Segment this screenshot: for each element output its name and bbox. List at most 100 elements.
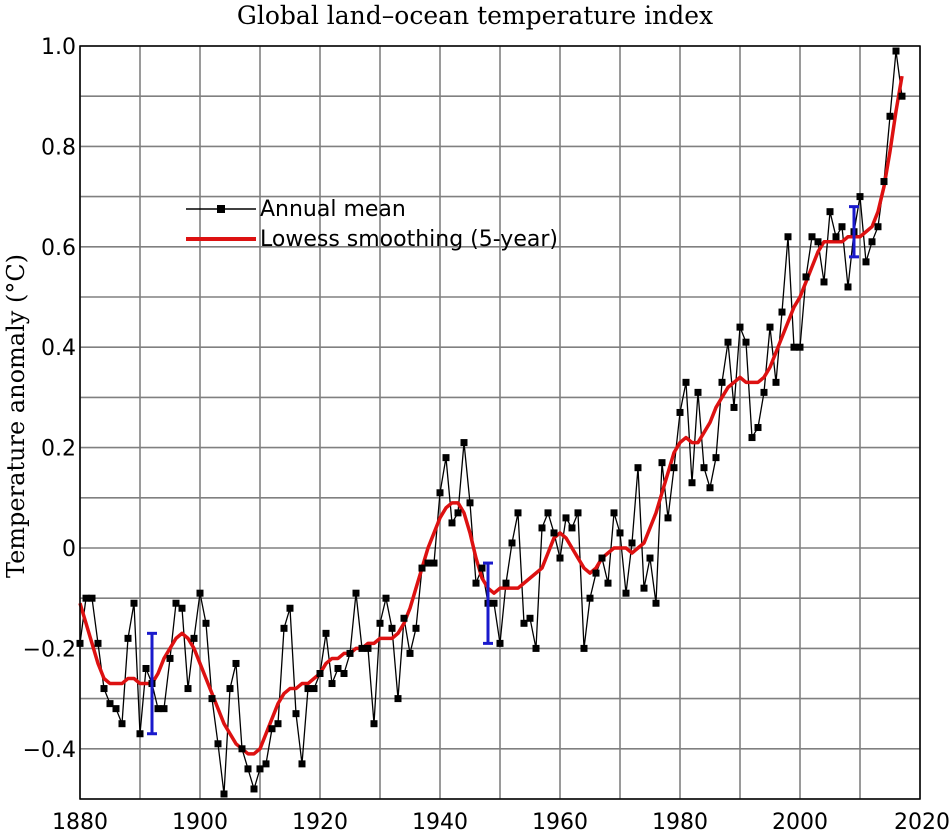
annual-mean-point: [292, 710, 300, 718]
annual-mean-point: [172, 599, 180, 607]
annual-mean-point: [538, 524, 546, 532]
x-tick-label: 2000: [772, 810, 828, 835]
annual-mean-point: [832, 233, 840, 241]
annual-mean-point: [268, 725, 276, 733]
y-axis-label: Temperature anomaly (°C): [2, 254, 30, 578]
annual-mean-point: [442, 454, 450, 462]
annual-mean-point: [244, 765, 252, 773]
annual-mean-point: [286, 604, 294, 612]
annual-mean-point: [118, 720, 126, 728]
annual-mean-point: [820, 278, 828, 286]
annual-mean-point: [130, 599, 138, 607]
annual-mean-line: [79, 50, 903, 795]
annual-mean-point: [808, 233, 816, 241]
annual-mean-point: [772, 378, 780, 386]
annual-mean-point: [700, 464, 708, 472]
annual-mean-point: [532, 644, 540, 652]
annual-mean-point: [112, 705, 120, 713]
uncertainty-bar: [147, 631, 157, 736]
annual-mean-point: [94, 639, 102, 647]
annual-mean-point: [718, 378, 726, 386]
axis-ticks: −0.4 −0.2 0 0.2 0.4 0.6 0.8 1.0 1880 1900 1920 1940…: [23, 35, 950, 835]
annual-mean-point: [796, 343, 804, 351]
annual-mean-point: [784, 233, 792, 241]
annual-mean-point: [502, 579, 510, 587]
annual-mean-point: [604, 579, 612, 587]
annual-mean-point: [106, 700, 114, 708]
annual-mean-point: [466, 499, 474, 507]
annual-mean-point: [190, 634, 198, 642]
annual-mean-point: [838, 223, 846, 231]
annual-mean-point: [826, 208, 834, 216]
annual-mean-point: [298, 760, 306, 768]
annual-mean-point: [664, 514, 672, 522]
annual-mean-point: [868, 238, 876, 246]
annual-mean-point: [526, 614, 534, 622]
annual-mean-point: [892, 47, 900, 55]
annual-mean-point: [592, 569, 600, 577]
annual-mean-point: [706, 484, 714, 492]
annual-mean-point: [448, 519, 456, 527]
annual-mean-point: [334, 664, 342, 672]
annual-mean-point: [262, 760, 270, 768]
annual-mean-point: [382, 594, 390, 602]
annual-mean-point: [208, 695, 216, 703]
annual-mean-point: [556, 554, 564, 562]
legend: Annual mean Lowess smoothing (5-year): [186, 197, 558, 252]
annual-mean-point: [802, 273, 810, 281]
annual-mean-point: [628, 539, 636, 547]
annual-mean-point: [676, 408, 684, 416]
uncertainty-bar: [849, 205, 859, 259]
chart-title: Global land–ocean temperature index: [237, 1, 713, 30]
annual-mean-point: [394, 695, 402, 703]
y-tick-label: 1.0: [41, 35, 76, 60]
x-tick-label: 1920: [292, 810, 348, 835]
annual-mean-point: [238, 745, 246, 753]
annual-mean-point: [322, 629, 330, 637]
annual-mean-point: [694, 388, 702, 396]
annual-mean-point: [436, 489, 444, 497]
annual-mean-point: [250, 785, 258, 793]
annual-mean-point: [712, 454, 720, 462]
uncertainty-bar: [483, 561, 493, 645]
annual-mean-point: [790, 343, 798, 351]
annual-mean-point: [202, 619, 210, 627]
annual-mean-point: [82, 594, 90, 602]
annual-mean-point: [616, 529, 624, 537]
annual-mean-point: [814, 238, 822, 246]
annual-mean-point: [760, 388, 768, 396]
annual-mean-point: [340, 670, 348, 677]
annual-mean-point: [520, 619, 528, 627]
annual-mean-point: [166, 654, 174, 662]
annual-mean-point: [724, 338, 732, 346]
annual-mean-point: [862, 258, 870, 266]
annual-mean-point: [640, 584, 648, 592]
annual-mean-point: [874, 223, 882, 231]
annual-mean-point: [490, 599, 498, 607]
annual-mean-point: [496, 639, 504, 647]
annual-mean-point: [370, 720, 378, 728]
annual-mean-point: [274, 720, 282, 728]
annual-mean-point: [364, 644, 372, 652]
annual-mean-point: [100, 685, 108, 693]
annual-mean-point: [232, 659, 240, 667]
annual-mean-point: [352, 589, 360, 597]
annual-mean-point: [316, 670, 324, 677]
annual-mean-point: [880, 178, 888, 186]
y-tick-label: 0.4: [41, 336, 76, 361]
annual-mean-point: [514, 509, 522, 517]
y-tick-label: 0: [62, 537, 76, 562]
annual-mean-point: [346, 649, 354, 657]
y-tick-label: 0.6: [41, 236, 76, 261]
annual-mean-point: [844, 283, 852, 291]
legend-annual-mean-marker: [217, 205, 225, 213]
annual-mean-point: [478, 564, 486, 572]
annual-mean-point: [256, 765, 264, 773]
x-tick-label: 1880: [52, 810, 108, 835]
annual-mean-point: [124, 634, 132, 642]
annual-mean-point: [610, 509, 618, 517]
annual-mean-point: [220, 790, 228, 798]
annual-mean-point: [736, 323, 744, 331]
annual-mean-point: [622, 589, 630, 597]
